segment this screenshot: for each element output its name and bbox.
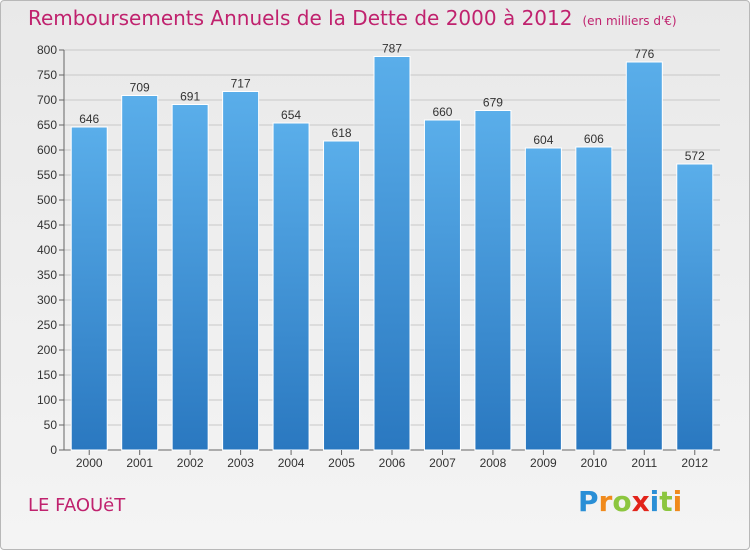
- bar: [272, 122, 310, 451]
- bar: [423, 119, 461, 451]
- bar: [222, 91, 260, 451]
- y-tick-label: 650: [37, 118, 57, 132]
- y-tick-label: 550: [37, 168, 57, 182]
- y-tick-label: 500: [37, 193, 57, 207]
- bar-value-label: 604: [533, 133, 553, 147]
- bar-value-label: 691: [180, 90, 200, 104]
- y-tick-label: 300: [37, 293, 57, 307]
- bar: [575, 146, 613, 451]
- chart-unit: (en milliers d'€): [582, 14, 677, 28]
- logo-letter: r: [598, 485, 613, 518]
- logo-letter: o: [612, 485, 632, 518]
- chart-title-text: Remboursements Annuels de la Dette de 20…: [28, 6, 573, 30]
- x-tick-label: 2007: [429, 456, 456, 470]
- x-tick-label: 2009: [530, 456, 557, 470]
- logo-letter: x: [631, 485, 650, 518]
- x-tick-label: 2008: [480, 456, 507, 470]
- y-tick-label: 450: [37, 218, 57, 232]
- y-tick-label: 400: [37, 243, 57, 257]
- x-tick-label: 2001: [126, 456, 153, 470]
- x-tick-label: 2005: [328, 456, 355, 470]
- x-tick-label: 2012: [681, 456, 708, 470]
- bar-value-label: 606: [584, 132, 604, 146]
- y-tick-label: 50: [44, 418, 58, 432]
- x-tick-label: 2003: [227, 456, 254, 470]
- y-tick-label: 100: [37, 393, 57, 407]
- bar-value-label: 660: [432, 105, 452, 119]
- logo-letter: i: [649, 485, 660, 518]
- logo-letter: i: [672, 485, 683, 518]
- logo-letter: P: [578, 485, 599, 518]
- x-tick-label: 2000: [76, 456, 103, 470]
- x-tick-label: 2010: [580, 456, 607, 470]
- bar-value-label: 618: [332, 126, 352, 140]
- x-tick-label: 2011: [631, 456, 657, 470]
- y-tick-label: 700: [37, 93, 57, 107]
- bar-value-label: 679: [483, 96, 503, 110]
- bar: [676, 163, 714, 451]
- y-tick-label: 0: [50, 443, 57, 457]
- bar: [524, 147, 562, 451]
- y-tick-label: 750: [37, 68, 57, 82]
- bar-value-label: 646: [79, 112, 99, 126]
- proxiti-logo: Proxiti: [578, 485, 682, 518]
- bar: [121, 95, 159, 451]
- bar: [373, 56, 411, 451]
- bar-value-label: 654: [281, 108, 301, 122]
- bar: [171, 104, 209, 451]
- y-tick-label: 200: [37, 343, 57, 357]
- bar: [70, 126, 108, 451]
- y-tick-label: 600: [37, 143, 57, 157]
- logo-letter: t: [659, 485, 673, 518]
- bar-value-label: 787: [382, 42, 402, 56]
- bar: [625, 61, 663, 451]
- bar: [323, 140, 361, 451]
- bar-value-label: 776: [634, 47, 654, 61]
- y-tick-label: 350: [37, 268, 57, 282]
- chart-title: Remboursements Annuels de la Dette de 20…: [28, 6, 677, 30]
- y-tick-label: 150: [37, 368, 57, 382]
- bar-value-label: 709: [130, 81, 150, 95]
- bar: [474, 110, 512, 451]
- bar-value-label: 572: [685, 149, 705, 163]
- x-tick-label: 2002: [177, 456, 204, 470]
- x-tick-label: 2004: [278, 456, 305, 470]
- town-name: LE FAOUëT: [28, 495, 126, 516]
- x-tick-label: 2006: [379, 456, 406, 470]
- y-tick-label: 800: [37, 43, 57, 57]
- bar-value-label: 717: [231, 77, 251, 91]
- y-tick-label: 250: [37, 318, 57, 332]
